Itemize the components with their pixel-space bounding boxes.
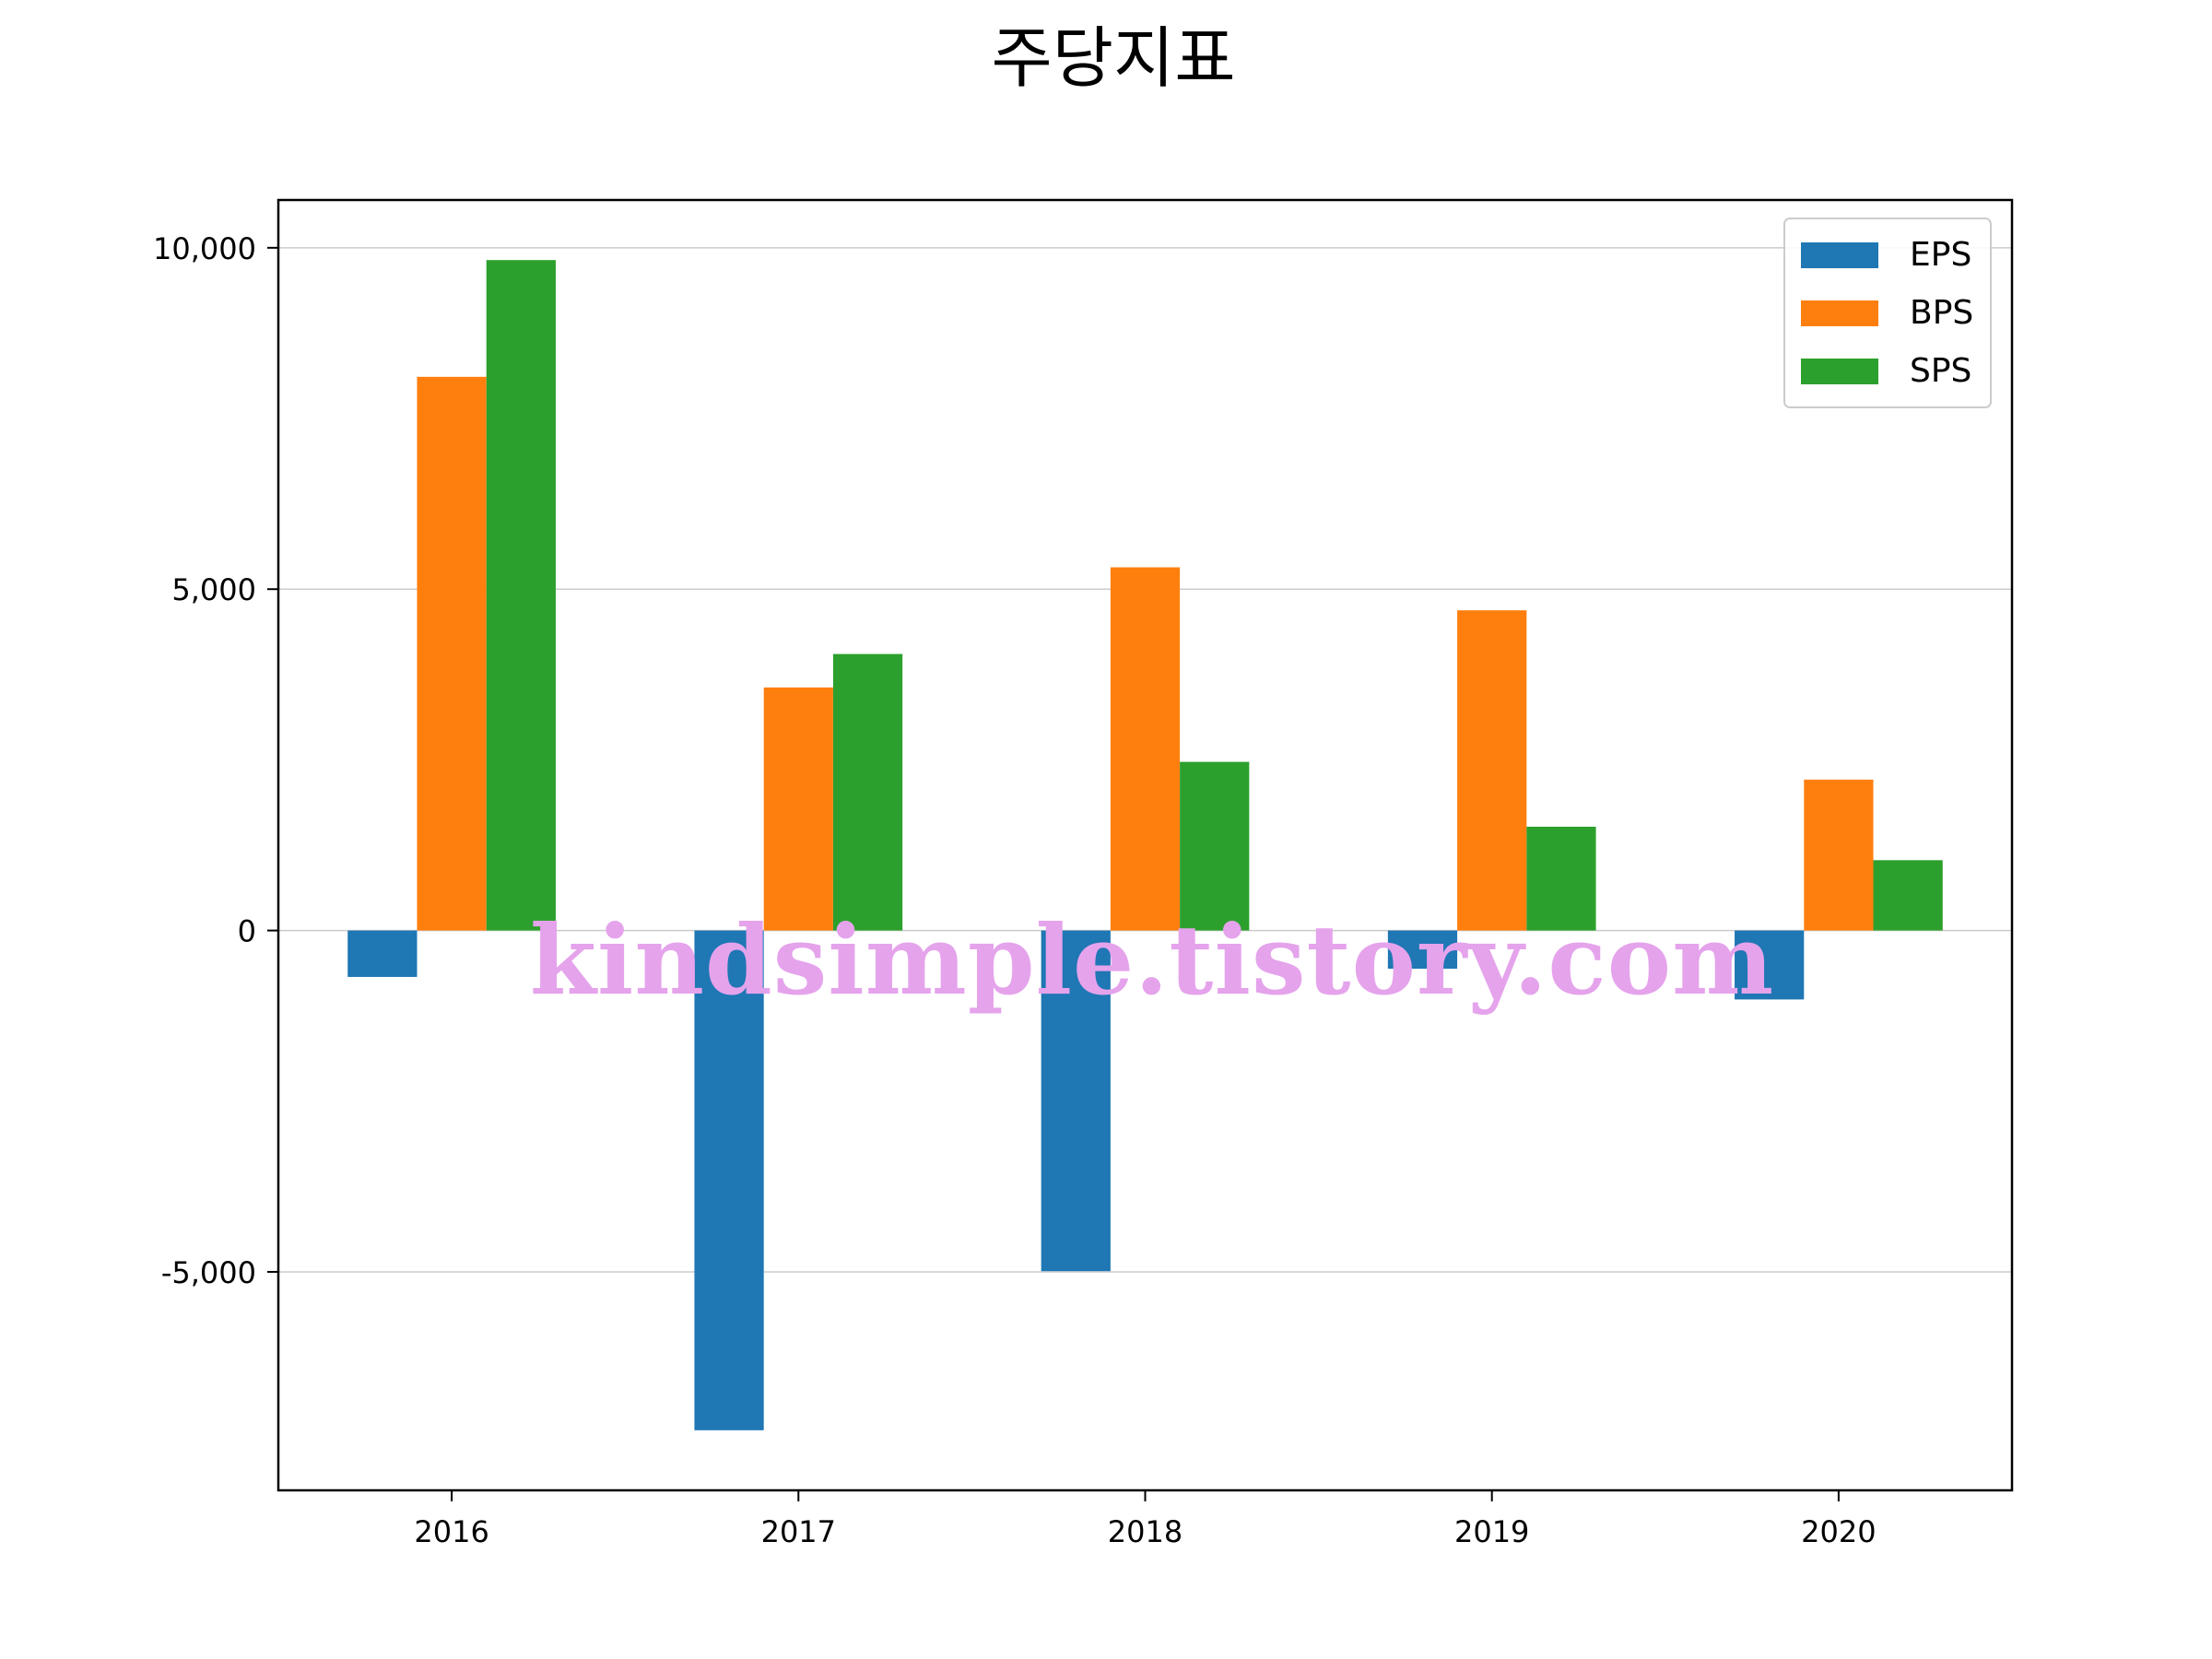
- legend-label-bps: BPS: [1910, 294, 1973, 332]
- legend: EPS BPS SPS: [1783, 218, 1992, 408]
- bar-sps-2018: [1180, 761, 1250, 931]
- bar-sps-2019: [1526, 827, 1596, 931]
- bar-bps-2019: [1457, 610, 1527, 931]
- axes: -5,000 0 5,000 10,000 2016 2017 2018 2019 2020: [153, 198, 2014, 1549]
- x-tick-label: 2017: [761, 1514, 836, 1549]
- legend-swatch-bps: [1801, 300, 1878, 326]
- chart-title: 주당지표: [992, 19, 1236, 97]
- bar-eps-2020: [1735, 930, 1805, 1000]
- bar-eps-2017: [694, 930, 764, 1430]
- bar-sps-2016: [486, 260, 556, 931]
- x-tick-label: 2020: [1801, 1514, 1876, 1549]
- bar-bps-2018: [1110, 567, 1181, 931]
- watermark: kindsimple.tistory.com: [530, 903, 1774, 1017]
- legend-label-sps: SPS: [1910, 352, 1971, 390]
- y-tick-label: -5,000: [161, 1255, 256, 1290]
- bar-bps-2020: [1804, 779, 1874, 931]
- x-tick-label: 2018: [1108, 1514, 1182, 1549]
- bar-eps-2016: [347, 930, 418, 977]
- bar-eps-2018: [1041, 930, 1111, 1272]
- bar-bps-2017: [763, 687, 833, 931]
- legend-label-eps: EPS: [1910, 236, 1971, 274]
- legend-swatch-eps: [1801, 242, 1878, 268]
- bar-sps-2020: [1873, 860, 1943, 931]
- legend-swatch-sps: [1801, 359, 1878, 384]
- bar-eps-2019: [1387, 930, 1458, 970]
- bar-bps-2016: [417, 376, 487, 931]
- bar-sps-2017: [832, 653, 903, 931]
- x-tick-label: 2019: [1454, 1514, 1529, 1549]
- y-tick-label: 0: [238, 914, 256, 949]
- x-tick-label: 2016: [414, 1514, 488, 1549]
- y-tick-label: 5,000: [171, 572, 256, 607]
- bars: [347, 260, 1943, 1430]
- y-tick-label: 10,000: [153, 231, 256, 266]
